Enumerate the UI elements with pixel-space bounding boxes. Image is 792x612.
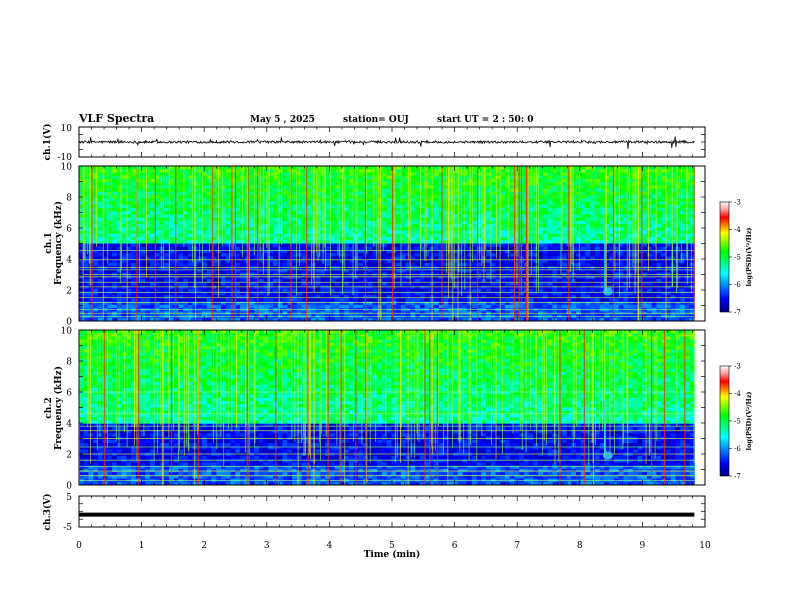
ch2-spectrogram-panel: 0 2 4 6 8 10 ch.2 Frequency (kHz) -3 -4 -5 -6 -7 …: [44, 327, 753, 492]
time-tick-label: 1: [139, 541, 145, 551]
ch1-spectrogram-ytick-label: 0: [66, 318, 72, 328]
ch1-spectrogram-ytick-label: 2: [66, 287, 72, 297]
ch1-spectrogram-ylabel-frequency: Frequency (kHz): [53, 201, 64, 285]
ch2-spectrogram-ylabel-channel: ch.2: [44, 397, 54, 418]
ch1-ytick-bottom: -10: [58, 153, 73, 163]
date-label: May 5 , 2025: [250, 115, 315, 125]
time-tick-label: 9: [640, 541, 646, 551]
ch2-spectrogram-ytick-label: 2: [66, 451, 72, 461]
ch1-colorbar-tick-label: -7: [734, 309, 741, 317]
ch2-colorbar-tick-label: -7: [734, 473, 741, 481]
figure-title: VLF Spectra: [78, 112, 154, 125]
ch1-colorbar-tick-label: -5: [734, 254, 741, 262]
time-axis-label: Time (min): [364, 549, 421, 560]
ch1-colorbar: -3 -4 -5 -6 -7 log(PSD)(V²/Hz): [719, 199, 753, 317]
ch1-colorbar-tick-label: -3: [734, 199, 741, 207]
ch2-spectrogram-ytick-label: 0: [66, 482, 72, 492]
time-tick-label: 5: [389, 541, 395, 551]
time-tick-label: 2: [201, 541, 207, 551]
start-ut-label: start UT = 2 : 50: 0: [437, 115, 534, 125]
ch1-colorbar-label: log(PSD)(V²/Hz): [745, 228, 753, 287]
ch2-spectrogram-ytick-label: 4: [66, 420, 72, 430]
time-axis-ticklabels: 0 1 2 3 4 5 6 7 8 9 10: [76, 541, 711, 551]
ch2-spectrogram-ytick-label: 10: [61, 327, 73, 337]
ch1-ytick-top: 10: [61, 124, 73, 134]
ch3-waveform-panel: 5 -5 ch.3(V): [42, 493, 706, 533]
ch1-spectrogram-panel: 0 2 4 6 8 10 ch.1 Frequency (kHz) -3 -4 -5 -6 -7 …: [44, 163, 753, 328]
time-tick-label: 6: [452, 541, 458, 551]
ch2-spectrogram-ylabel-frequency: Frequency (kHz): [53, 366, 64, 450]
ch1-colorbar-tick-label: -4: [734, 226, 741, 234]
ch2-colorbar-tick-label: -5: [734, 418, 741, 426]
ch1-spectrogram-ytick-label: 6: [66, 225, 72, 235]
time-tick-label: 10: [699, 541, 711, 551]
ch2-colorbar-tick-label: -3: [734, 363, 741, 371]
ch1-spectrogram-ytick-label: 10: [61, 163, 73, 173]
ch1-spectrogram-ylabel-channel: ch.1: [44, 232, 54, 253]
ch1-spectrogram-ytick-label: 4: [66, 256, 72, 266]
ch2-spectrogram-ytick-label: 8: [66, 358, 72, 368]
time-tick-label: 0: [76, 541, 82, 551]
station-label: station= OUJ: [343, 115, 409, 125]
ch1-waveform-panel: 10 -10 ch.1(V): [42, 124, 706, 163]
ch1-waveform-ylabel: ch.1(V): [42, 124, 53, 161]
ch2-colorbar-tick-label: -6: [734, 445, 741, 453]
time-tick-label: 3: [264, 541, 270, 551]
ch2-colorbar-tick-label: -4: [734, 390, 741, 398]
time-tick-label: 7: [514, 541, 520, 551]
ch3-ytick-bottom: -5: [63, 523, 72, 533]
ch3-ytick-top: 5: [66, 493, 72, 503]
ch1-waveform-trace: [78, 136, 695, 149]
ch1-colorbar-tick-label: -6: [734, 281, 741, 289]
time-tick-label: 4: [327, 541, 333, 551]
ch1-spectrogram-ytick-label: 8: [66, 194, 72, 204]
ch3-waveform-ylabel: ch.3(V): [42, 494, 53, 531]
ch2-spectrogram-ytick-label: 6: [66, 389, 72, 399]
ch2-colorbar: -3 -4 -5 -6 -7 log(PSD)(V²/Hz): [719, 363, 753, 481]
ch2-colorbar-label: log(PSD)(V²/Hz): [745, 392, 753, 451]
time-tick-label: 8: [577, 541, 583, 551]
